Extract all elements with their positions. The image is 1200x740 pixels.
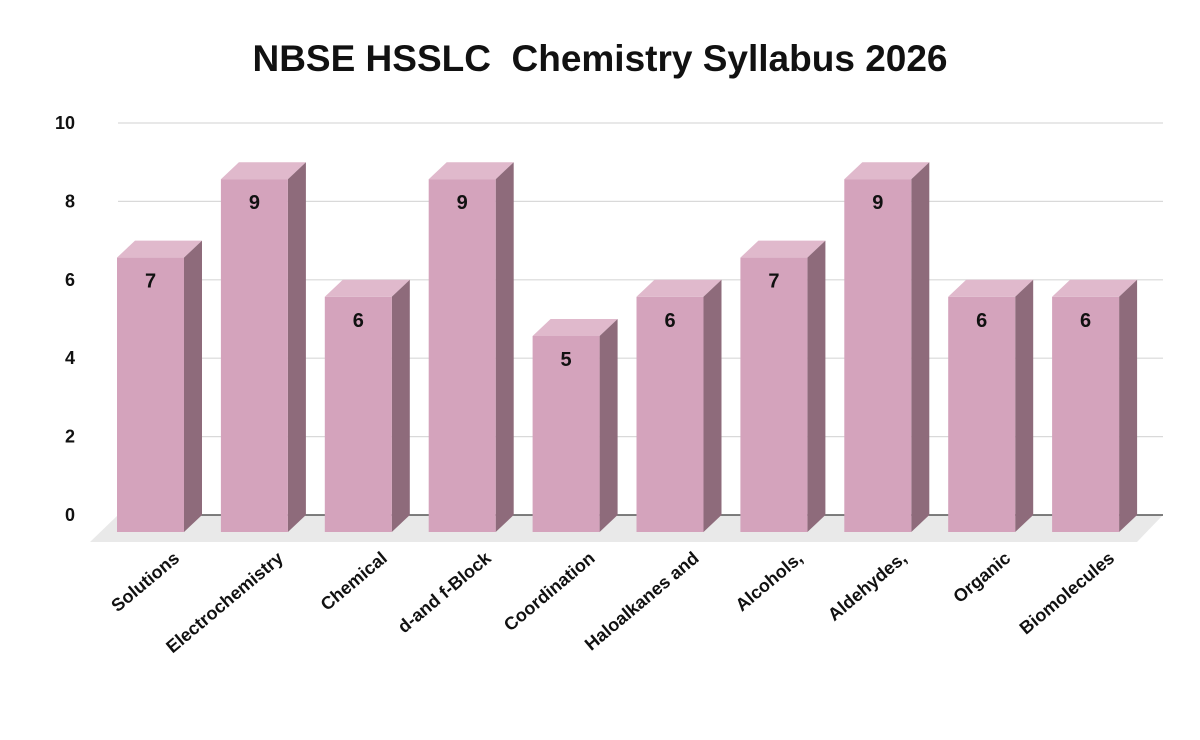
x-tick-label: Coordination bbox=[500, 548, 599, 635]
bar-top-face bbox=[117, 240, 202, 258]
y-tick-label: 2 bbox=[65, 427, 75, 447]
bar bbox=[324, 296, 392, 532]
x-tick-label: Chemical bbox=[317, 548, 391, 615]
bar bbox=[428, 179, 496, 532]
bar-top-face bbox=[740, 240, 826, 258]
bar-side-face bbox=[184, 240, 202, 532]
bar-side-face bbox=[495, 162, 514, 532]
bar-top-face bbox=[844, 162, 930, 180]
data-label: 6 bbox=[976, 310, 987, 332]
data-label: 9 bbox=[457, 192, 468, 214]
chart-title: NBSE HSSLC Chemistry Syllabus 2026 bbox=[252, 38, 948, 79]
data-label: 5 bbox=[561, 349, 572, 371]
bar-top-face bbox=[636, 279, 722, 297]
data-label: 6 bbox=[664, 310, 675, 332]
y-tick-label: 6 bbox=[65, 270, 75, 290]
bar-side-face bbox=[807, 240, 826, 532]
x-tick-label: Organic bbox=[949, 548, 1014, 607]
data-label: 6 bbox=[353, 310, 364, 332]
data-label: 7 bbox=[768, 271, 779, 293]
bar bbox=[1052, 296, 1120, 532]
bar-top-face bbox=[948, 279, 1034, 297]
bar bbox=[220, 179, 288, 532]
x-tick-label: Haloalkanes and bbox=[581, 548, 703, 655]
bar-top-face bbox=[220, 162, 306, 180]
x-tick-label: Biomolecules bbox=[1016, 548, 1119, 639]
y-tick-label: 0 bbox=[65, 505, 75, 525]
bar bbox=[740, 257, 808, 532]
bar-top-face bbox=[1052, 279, 1138, 297]
y-tick-label: 4 bbox=[65, 348, 75, 368]
x-tick-label: Aldehydes, bbox=[824, 548, 910, 625]
bar-side-face bbox=[391, 279, 410, 532]
data-label: 9 bbox=[872, 192, 883, 214]
data-label: 6 bbox=[1080, 310, 1091, 332]
x-tick-label: d-and f-Block bbox=[394, 547, 496, 637]
x-tick-label: Alcohols, bbox=[732, 548, 807, 615]
bar-side-face bbox=[287, 162, 306, 532]
bar bbox=[532, 336, 600, 532]
bar-top-face bbox=[532, 319, 618, 336]
bar-top-face bbox=[428, 162, 514, 180]
data-label: 7 bbox=[145, 271, 156, 293]
bar-side-face bbox=[911, 162, 930, 532]
y-tick-label: 10 bbox=[55, 113, 75, 133]
bar bbox=[117, 257, 184, 532]
y-tick-label: 8 bbox=[65, 191, 75, 211]
bar-top-face bbox=[324, 279, 410, 297]
data-label: 9 bbox=[249, 192, 260, 214]
x-tick-label: Solutions bbox=[107, 548, 183, 616]
bar-side-face bbox=[1119, 279, 1138, 532]
bar-side-face bbox=[703, 279, 722, 532]
bar bbox=[636, 296, 704, 532]
bar bbox=[844, 179, 912, 532]
bar bbox=[948, 296, 1016, 532]
bar-side-face bbox=[1015, 279, 1034, 532]
bar-side-face bbox=[599, 319, 618, 532]
